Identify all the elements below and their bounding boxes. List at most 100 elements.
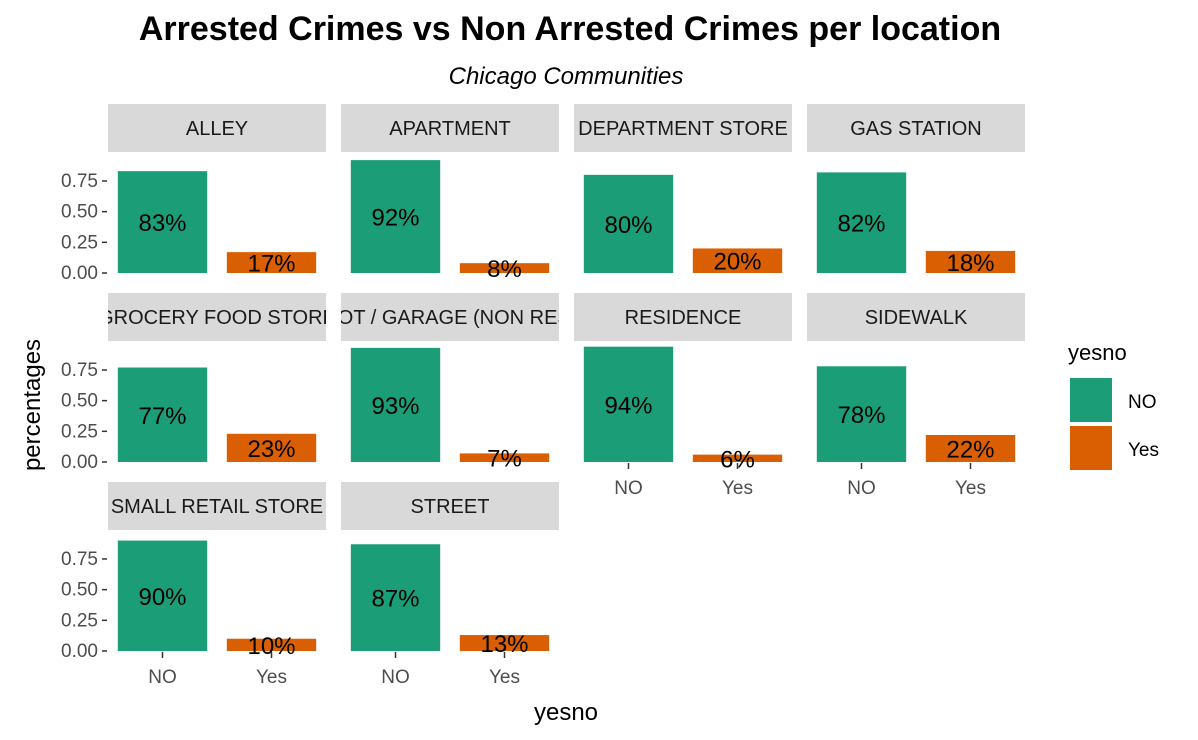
y-tick-label: 0.50 — [61, 202, 98, 223]
bar-no — [350, 544, 441, 651]
bar-value-label: 17% — [247, 251, 295, 278]
facet-strip-label: DEPARTMENT STORE — [578, 118, 788, 140]
facet-strip-label: GAS STATION — [850, 118, 982, 140]
bar-value-label: 87% — [371, 586, 419, 613]
x-tick-label: NO — [614, 478, 643, 499]
facet-strip — [108, 293, 326, 341]
facet-panel: RESIDENCE 94% 6% NO Yes — [574, 293, 792, 499]
facet-strip-label: SIDEWALK — [865, 307, 968, 329]
facet-panel: PARKING LOT / GARAGE (NON RESIDENTIAL) 93… — [233, 293, 668, 473]
x-axis-title: yesno — [534, 699, 598, 726]
y-tick-label: 0.75 — [61, 360, 98, 381]
facet-strip-label: SMALL RETAIL STORE — [111, 496, 323, 518]
x-tick-label: Yes — [955, 478, 986, 499]
y-axis-title: percentages — [19, 339, 46, 471]
bar-yes — [459, 635, 550, 651]
bar-value-label: 80% — [604, 212, 652, 239]
facet-panel: DEPARTMENT STORE 80% 20% — [574, 104, 792, 276]
legend-title: yesno — [1068, 340, 1127, 365]
y-tick-label: 0.25 — [61, 232, 98, 253]
facet-strip-label: ALLEY — [186, 118, 248, 140]
facet-strip-label: GROCERY FOOD STORE — [98, 307, 336, 329]
bar-yes — [459, 263, 550, 273]
bar-no — [117, 367, 208, 462]
bar-yes — [925, 250, 1016, 273]
y-tick-label: 0.75 — [61, 549, 98, 570]
facet-panels: ALLEY 83% 17% 0.00 0.25 0.50 0.75 APARTMENT 92% 8… — [61, 104, 1025, 688]
facet-strip-label: STREET — [411, 496, 490, 518]
bar-value-label: 93% — [371, 393, 419, 420]
bar-value-label: 22% — [946, 437, 994, 464]
facet-strip — [574, 104, 792, 152]
x-tick-label: NO — [381, 667, 410, 688]
chart-title: Arrested Crimes vs Non Arrested Crimes p… — [139, 10, 1001, 48]
bar-no — [117, 171, 208, 273]
facet-strip — [341, 104, 559, 152]
bar-yes — [459, 453, 550, 462]
x-tick-label: NO — [148, 667, 177, 688]
x-tick-label: Yes — [722, 478, 753, 499]
facet-panel: SIDEWALK 78% 22% NO Yes — [807, 293, 1025, 499]
bar-value-label: 23% — [247, 436, 295, 463]
facet-panel: GROCERY FOOD STORE 77% 23% 0.00 0.25 0.50 0.75 — [61, 293, 336, 473]
bar-yes — [692, 454, 783, 462]
facet-strip — [341, 482, 559, 530]
legend-label: NO — [1128, 392, 1157, 413]
bar-value-label: 18% — [946, 250, 994, 277]
bar-yes — [226, 252, 317, 273]
facet-strip-label: APARTMENT — [389, 118, 511, 140]
bar-value-label: 90% — [138, 584, 186, 611]
bar-no — [117, 540, 208, 651]
bar-value-label: 8% — [487, 256, 522, 283]
x-tick-label: Yes — [489, 667, 520, 688]
facet-strip — [574, 293, 792, 341]
bar-value-label: 77% — [138, 403, 186, 430]
facet-strip — [807, 104, 1025, 152]
legend-key-yes — [1070, 426, 1112, 470]
y-tick-label: 0.00 — [61, 641, 98, 662]
bar-no — [350, 347, 441, 462]
facet-panel: APARTMENT 92% 8% — [341, 104, 559, 283]
y-tick-label: 0.50 — [61, 580, 98, 601]
y-tick-label: 0.25 — [61, 421, 98, 442]
bar-value-label: 92% — [371, 205, 419, 232]
y-tick-label: 0.00 — [61, 263, 98, 284]
facet-strip — [108, 104, 326, 152]
bar-no — [350, 160, 441, 273]
facet-strip — [108, 482, 326, 530]
legend-label: Yes — [1128, 440, 1159, 461]
bar-value-label: 7% — [487, 446, 522, 473]
facet-panel: GAS STATION 82% 18% — [807, 104, 1025, 277]
y-tick-label: 0.25 — [61, 610, 98, 631]
bar-no — [583, 346, 674, 462]
bar-value-label: 78% — [837, 402, 885, 429]
bar-value-label: 20% — [713, 249, 761, 276]
bar-no — [816, 172, 907, 273]
facet-strip — [807, 293, 1025, 341]
y-tick-label: 0.75 — [61, 171, 98, 192]
bar-yes — [925, 435, 1016, 462]
bar-value-label: 82% — [837, 211, 885, 238]
bar-value-label: 6% — [720, 446, 755, 473]
facet-panel: SMALL RETAIL STORE90%10%0.000.250.500.75… — [61, 482, 326, 688]
bar-value-label: 83% — [138, 210, 186, 237]
bar-no — [583, 174, 674, 273]
facet-panel: ALLEY 83% 17% 0.00 0.25 0.50 0.75 — [61, 104, 326, 284]
legend: yesno NO Yes — [1068, 340, 1159, 470]
bar-yes — [692, 248, 783, 273]
legend-key-no — [1070, 378, 1112, 422]
y-tick-label: 0.00 — [61, 452, 98, 473]
bar-no — [816, 366, 907, 462]
bar-yes — [226, 638, 317, 651]
bar-value-label: 94% — [604, 392, 652, 419]
facet-strip-label: PARKING LOT / GARAGE (NON RESIDENTIAL) — [233, 307, 668, 329]
bar-yes — [226, 433, 317, 462]
facet-strip-label: RESIDENCE — [625, 307, 742, 329]
x-tick-label: Yes — [256, 667, 287, 688]
facet-strip — [341, 293, 559, 341]
y-tick-label: 0.50 — [61, 391, 98, 412]
chart-subtitle: Chicago Communities — [449, 63, 684, 90]
x-tick-label: NO — [847, 478, 876, 499]
